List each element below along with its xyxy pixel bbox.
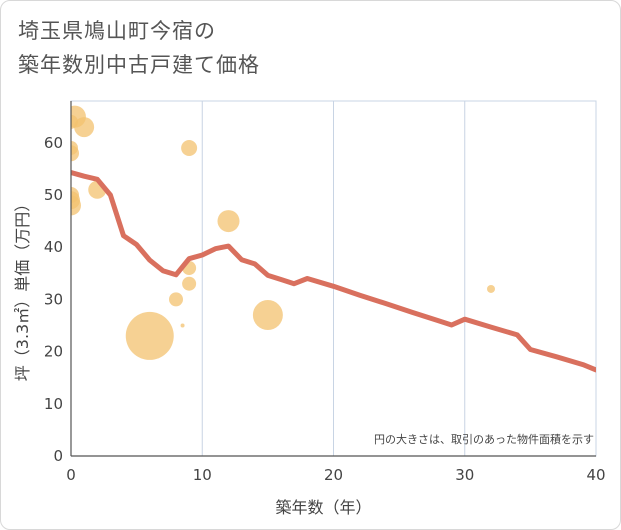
x-tick-label: 40 (586, 466, 605, 484)
scatter-point (252, 300, 283, 331)
x-tick-label: 20 (324, 466, 343, 484)
y-tick-label: 60 (44, 134, 63, 152)
title-line-2: 築年数別中古戸建て価格 (18, 53, 260, 77)
y-tick-label: 50 (44, 186, 63, 204)
scatter-point (169, 292, 183, 307)
y-tick-label: 40 (44, 238, 63, 256)
scatter-point (217, 210, 240, 233)
title-line-1: 埼玉県鳩山町今宿の (18, 19, 216, 43)
scatter-point (125, 311, 174, 360)
bubble-size-note: 円の大きさは、取引のあった物件面積を示す (374, 432, 594, 446)
scatter-point (182, 276, 197, 291)
chart-title: 埼玉県鳩山町今宿の 築年数別中古戸建て価格 (18, 14, 260, 82)
scatter-point (181, 139, 198, 156)
y-tick-label: 0 (53, 447, 63, 465)
trend-line (71, 170, 596, 373)
scatter-point (71, 195, 81, 216)
y-tick-label: 30 (44, 290, 63, 308)
bubble-layer (71, 105, 495, 360)
y-tick-label: 10 (44, 395, 63, 413)
y-axis-title: 坪（3.3㎡）単価（万円） (13, 196, 32, 381)
scatter-point (180, 323, 185, 328)
x-axis-title: 築年数（年） (275, 498, 371, 517)
x-tick-label: 10 (193, 466, 212, 484)
scatter-point (74, 117, 95, 138)
scatter-point (487, 284, 495, 293)
y-tick-label: 20 (44, 343, 63, 361)
x-tick-label: 0 (66, 466, 76, 484)
x-tick-label: 30 (455, 466, 474, 484)
scatter-point (71, 140, 78, 155)
